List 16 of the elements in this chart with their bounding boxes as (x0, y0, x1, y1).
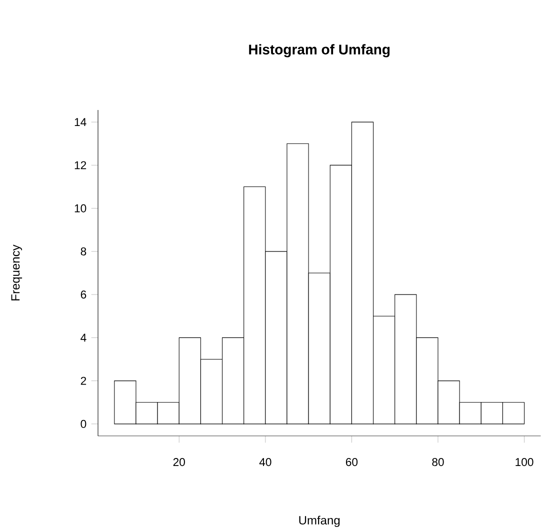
y-tick-label: 10 (74, 204, 86, 212)
y-tick-label: 2 (80, 376, 86, 385)
x-tick-label: 40 (259, 458, 272, 466)
x-tick-label: 80 (432, 458, 444, 466)
x-tick-label: 20 (173, 458, 185, 466)
y-tick-label: 6 (80, 290, 86, 299)
y-tick-label: 8 (80, 247, 86, 256)
x-tick-label: 100 (516, 458, 534, 466)
y-tick-label: 14 (74, 118, 86, 126)
x-tick-label: 60 (346, 458, 358, 466)
y-tick-label: 0 (80, 420, 86, 428)
y-tick-label: 4 (80, 334, 86, 342)
y-axis-title: Frequency (11, 244, 22, 300)
x-axis-title: Umfang (299, 516, 340, 527)
chart-title: Histogram of Umfang (249, 44, 390, 58)
y-tick-label: 12 (74, 161, 86, 170)
